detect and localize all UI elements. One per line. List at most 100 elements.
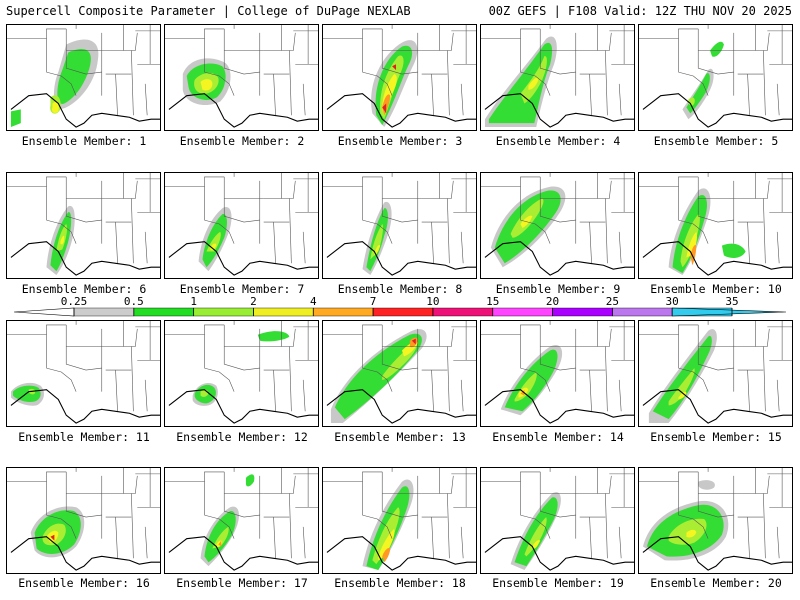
gulf-coastline [484, 389, 634, 424]
state-border [539, 471, 576, 518]
state-border [520, 219, 551, 244]
state-border [7, 28, 67, 40]
scp-contour-red [411, 338, 416, 345]
state-border [144, 379, 148, 412]
member-label: Ensemble Member: 18 [334, 576, 466, 590]
state-border [481, 471, 541, 483]
ensemble-panel-14 [480, 320, 635, 427]
gulf-coastline [168, 241, 318, 276]
state-border [65, 28, 102, 75]
scp-contour-green [245, 474, 255, 487]
ensemble-panel-3 [322, 24, 477, 131]
state-border [115, 222, 118, 264]
gulf-coastline [642, 241, 792, 276]
member-map [165, 321, 318, 424]
ensemble-panel-10 [638, 172, 793, 279]
state-border [763, 493, 766, 559]
state-border [639, 28, 699, 40]
state-border [323, 324, 383, 336]
state-border [273, 222, 276, 264]
scp-contour-yellow [51, 101, 59, 113]
colorbar-segment [432, 307, 493, 317]
scp-contour-yellow [678, 391, 687, 400]
state-border [204, 367, 235, 392]
member-map [165, 173, 318, 276]
state-border [639, 471, 699, 483]
scp-contour-lime [56, 224, 68, 252]
state-border [131, 50, 134, 116]
member-label: Ensemble Member: 2 [179, 134, 305, 148]
member-map [639, 468, 792, 571]
state-border [447, 50, 450, 116]
scp-contour-green [57, 49, 91, 104]
state-border [115, 74, 118, 116]
state-border [481, 176, 541, 188]
state-border [115, 370, 118, 412]
state-border [204, 514, 235, 539]
gulf-coastline [10, 241, 160, 276]
state-border [747, 222, 750, 264]
colorbar-segment [133, 307, 194, 317]
state-border [579, 328, 612, 347]
scp-contour-green [721, 243, 746, 259]
gulf-coastline [326, 536, 476, 571]
state-border [263, 32, 296, 51]
member-map [481, 25, 634, 128]
state-border [747, 370, 750, 412]
state-border [697, 324, 734, 371]
state-border [763, 198, 766, 264]
gulf-coastline [642, 536, 792, 571]
colorbar-segment [313, 307, 374, 317]
state-border [105, 32, 138, 51]
state-border [520, 71, 551, 96]
scp-contour-lime [372, 507, 400, 565]
state-border [605, 346, 608, 412]
colorbar-segment [73, 307, 135, 317]
state-border [289, 198, 292, 264]
state-border [737, 180, 770, 199]
ensemble-panel-19 [480, 467, 635, 574]
ensemble-panel-6 [6, 172, 161, 279]
state-border [539, 176, 576, 223]
gulf-coastline [642, 389, 792, 424]
member-label: Ensemble Member: 16 [18, 576, 150, 590]
state-border [618, 83, 622, 116]
state-border [520, 367, 551, 392]
ensemble-panel-4 [480, 24, 635, 131]
colorbar-segment [492, 307, 553, 317]
state-border [323, 471, 383, 483]
colorbar-segment [372, 307, 434, 317]
member-label: Ensemble Member: 19 [492, 576, 624, 590]
scp-contour-yellow [374, 245, 381, 256]
member-map [7, 468, 160, 571]
state-border [481, 28, 541, 40]
state-border [747, 517, 750, 559]
gulf-coastline [484, 536, 634, 571]
gulf-coastline [168, 93, 318, 128]
gulf-coastline [642, 93, 792, 128]
state-border [381, 176, 418, 223]
state-border [737, 32, 770, 51]
state-border [589, 222, 592, 264]
scp-contour-red [382, 103, 387, 114]
state-border [7, 324, 67, 336]
state-border [131, 346, 134, 412]
state-border [115, 517, 118, 559]
scp-contour-green [710, 41, 724, 57]
scp-contour-lime [212, 526, 229, 549]
state-border [460, 231, 464, 264]
scp-contour-yellow [686, 529, 697, 538]
member-label: Ensemble Member: 14 [492, 430, 624, 444]
scp-contour-red [392, 64, 397, 71]
scp-contour-lime [668, 368, 695, 406]
state-border [678, 514, 709, 539]
state-border [421, 32, 454, 51]
state-border [263, 180, 296, 199]
state-border [46, 71, 77, 96]
state-border [223, 324, 260, 371]
member-map [7, 173, 160, 276]
colorbar-tick-label: 35 [725, 296, 738, 308]
colorbar-segment [253, 307, 314, 317]
member-label: Ensemble Member: 5 [653, 134, 779, 148]
map-title: Supercell Composite Parameter | College … [6, 4, 411, 18]
